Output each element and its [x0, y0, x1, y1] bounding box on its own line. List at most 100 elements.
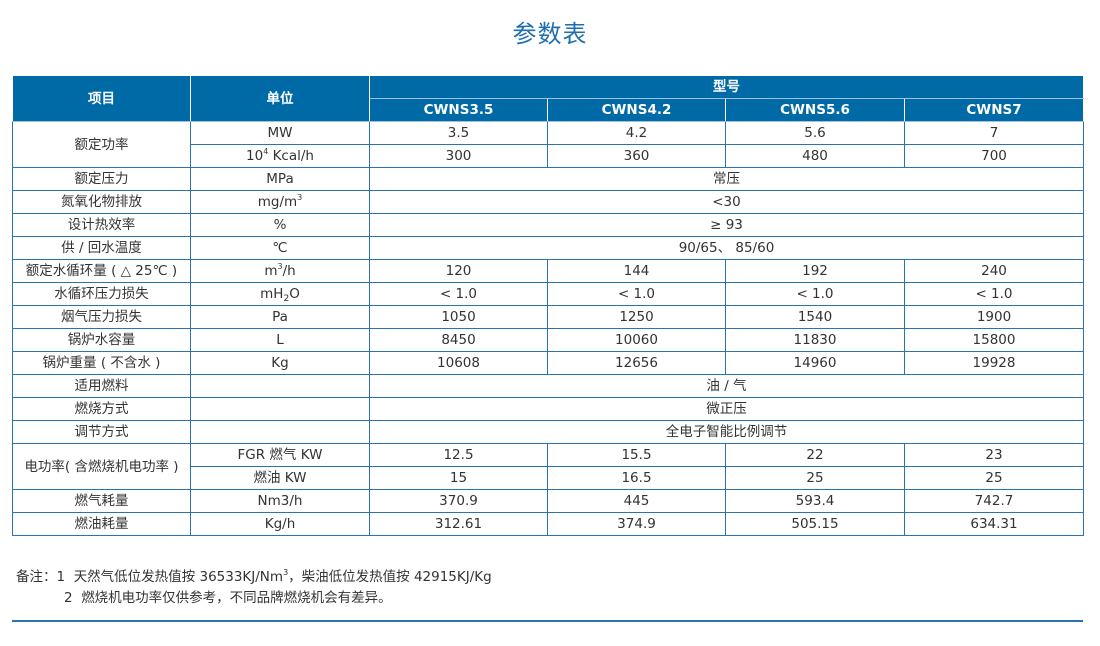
merged-value-cell: 油 / 气: [369, 374, 1084, 398]
unit-cell: %: [190, 213, 370, 237]
unit-cell: [190, 420, 370, 444]
value-cell: 360: [547, 144, 726, 168]
value-cell: 593.4: [725, 489, 905, 513]
value-cell: 120: [369, 259, 548, 283]
unit-cell: m3/h: [190, 259, 370, 283]
header-model: 型号: [369, 75, 1084, 99]
unit-cell: Kg/h: [190, 512, 370, 536]
item-cell: 锅炉水容量: [12, 328, 191, 352]
value-cell: 700: [904, 144, 1084, 168]
value-cell: 5.6: [725, 121, 905, 145]
unit-text: 燃油 KW: [253, 470, 307, 486]
unit-text: MW: [267, 125, 293, 141]
unit-superscript: 3: [277, 262, 283, 271]
value-cell: 25: [725, 466, 905, 490]
bottom-divider: [12, 620, 1083, 622]
unit-text: mg/m: [257, 194, 298, 210]
unit-cell: mH2O: [190, 282, 370, 306]
unit-cell: [190, 374, 370, 398]
value-cell: 634.31: [904, 512, 1084, 536]
value-cell: 16.5: [547, 466, 726, 490]
value-cell: 240: [904, 259, 1084, 283]
header-unit: 单位: [190, 75, 370, 122]
table-row: 水循环压力损失 mH2O < 1.0 < 1.0 < 1.0 < 1.0: [12, 282, 1084, 306]
value-cell: < 1.0: [547, 282, 726, 306]
unit-text: ℃: [272, 240, 288, 256]
table-row: 燃油耗量 Kg/h 312.61 374.9 505.15 634.31: [12, 512, 1084, 536]
item-cell: 调节方式: [12, 420, 191, 444]
value-cell: 312.61: [369, 512, 548, 536]
value-cell: 1900: [904, 305, 1084, 329]
parameter-table: 项目 单位 型号 CWNS3.5 CWNS4.2 CWNS5.6 CWNS7 额…: [12, 75, 1084, 536]
value-cell: < 1.0: [904, 282, 1084, 306]
unit-cell: mg/m3: [190, 190, 370, 214]
item-cell: 燃油耗量: [12, 512, 191, 536]
note-sup: 3: [283, 568, 289, 577]
item-cell: 额定功率: [12, 121, 191, 168]
table-row: 锅炉重量 ( 不含水 ) Kg 10608 12656 14960 19928: [12, 351, 1084, 375]
table-row: 额定功率 MW 3.5 4.2 5.6 7: [12, 121, 1084, 168]
unit-text: FGR 燃气 KW: [237, 447, 323, 463]
table-row: 烟气压力损失 Pa 1050 1250 1540 1900: [12, 305, 1084, 329]
note-2: 2 燃烧机电功率仅供参考，不同品牌燃烧机会有差异。: [16, 588, 492, 609]
unit-text: mH: [260, 286, 284, 302]
table-row: 104 Kcal/h 300 360 480 700: [13, 144, 1084, 168]
table-row: 额定水循环量 ( △ 25℃ ) m3/h 120 144 192 240: [12, 259, 1084, 283]
unit-cell: Kg: [190, 351, 370, 375]
item-cell: 燃气耗量: [12, 489, 191, 513]
value-cell: 370.9: [369, 489, 548, 513]
unit-text-suffix: O: [289, 286, 300, 302]
merged-value-cell: 常压: [369, 167, 1084, 191]
unit-text: Pa: [272, 309, 288, 325]
value-cell: 23: [904, 443, 1084, 467]
value-cell: 480: [725, 144, 905, 168]
value-cell: 300: [369, 144, 548, 168]
merged-value-cell: 90/65、 85/60: [369, 236, 1084, 260]
table-row: 额定压力 MPa 常压: [12, 167, 1084, 191]
value-cell: 7: [904, 121, 1084, 145]
unit-cell: MW: [190, 121, 370, 145]
unit-cell: L: [190, 328, 370, 352]
value-cell: 4.2: [547, 121, 726, 145]
unit-text: Kg/h: [264, 516, 296, 532]
table-row: 调节方式 全电子智能比例调节: [12, 420, 1084, 444]
item-cell: 额定水循环量 ( △ 25℃ ): [12, 259, 191, 283]
value-cell: 3.5: [369, 121, 548, 145]
unit-subscript: 2: [283, 294, 290, 304]
item-cell: 水循环压力损失: [12, 282, 191, 306]
unit-text: L: [276, 332, 284, 348]
header-model-2: CWNS4.2: [547, 98, 726, 122]
unit-superscript: 4: [263, 147, 269, 156]
unit-cell: Pa: [190, 305, 370, 329]
unit-cell: FGR 燃气 KW: [190, 443, 370, 467]
table-row: 锅炉水容量 L 8450 10060 11830 15800: [12, 328, 1084, 352]
value-cell: 1540: [725, 305, 905, 329]
unit-cell: [190, 397, 370, 421]
item-cell: 供 / 回水温度: [12, 236, 191, 260]
value-cell: 11830: [725, 328, 905, 352]
unit-cell: 燃油 KW: [190, 466, 370, 490]
notes-label: 备注：: [16, 569, 57, 585]
unit-text: MPa: [266, 171, 294, 187]
value-cell: 742.7: [904, 489, 1084, 513]
value-cell: 25: [904, 466, 1084, 490]
note-number: 1: [56, 569, 66, 585]
value-cell: 10060: [547, 328, 726, 352]
merged-value-cell: 全电子智能比例调节: [369, 420, 1084, 444]
unit-text: 10: [246, 148, 264, 164]
unit-cell: MPa: [190, 167, 370, 191]
unit-text-suffix: Kcal/h: [268, 148, 314, 164]
header-model-3: CWNS5.6: [725, 98, 905, 122]
header-model-4: CWNS7: [904, 98, 1084, 122]
value-cell: 1250: [547, 305, 726, 329]
unit-text: Nm3/h: [257, 493, 303, 509]
note-number: 2: [64, 590, 73, 606]
item-cell: 额定压力: [12, 167, 191, 191]
notes: 备注：1 天然气低位发热值按 36533KJ/Nm3，柴油低位发热值按 4291…: [16, 567, 492, 609]
merged-value-cell: <30: [369, 190, 1084, 214]
value-cell: 15800: [904, 328, 1084, 352]
unit-cell: ℃: [190, 236, 370, 260]
merged-value-cell: ≥ 93: [369, 213, 1084, 237]
item-cell: 烟气压力损失: [12, 305, 191, 329]
table-row: 燃油 KW 15 16.5 25 25: [13, 466, 1084, 490]
